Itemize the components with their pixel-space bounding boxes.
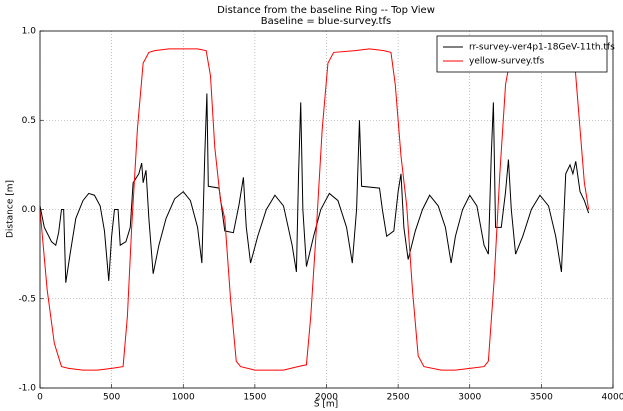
x-tick-label: 3000 — [458, 393, 481, 403]
x-tick-label: 500 — [103, 393, 120, 403]
x-tick-label: 0 — [37, 393, 43, 403]
y-tick-label: -0.5 — [18, 294, 36, 304]
x-tick-label: 1000 — [172, 393, 195, 403]
chart-title: Distance from the baseline Ring -- Top V… — [217, 5, 435, 16]
x-axis-label: S [m] — [314, 400, 338, 410]
x-tick-label: 4000 — [602, 393, 623, 403]
chart-subtitle: Baseline = blue-survey.tfs — [261, 16, 391, 27]
x-tick-label: 2000 — [315, 393, 338, 403]
plot-frame — [39, 30, 614, 389]
y-tick-label: 0.0 — [22, 205, 37, 215]
y-axis-label: Distance [m] — [6, 180, 16, 238]
x-tick-label: 2500 — [387, 393, 410, 403]
legend-label: yellow-survey.tfs — [469, 57, 545, 67]
y-tick-label: -1.0 — [18, 384, 36, 394]
legend-box — [436, 35, 608, 73]
y-tick-label: 0.5 — [22, 116, 36, 126]
x-tick-label: 3500 — [530, 393, 553, 403]
y-tick-label: 1.0 — [22, 27, 37, 37]
series-line — [39, 48, 590, 371]
legend-label: rr-survey-ver4p1-18GeV-11th.tfs — [469, 43, 615, 53]
x-tick-label: 1500 — [243, 393, 266, 403]
